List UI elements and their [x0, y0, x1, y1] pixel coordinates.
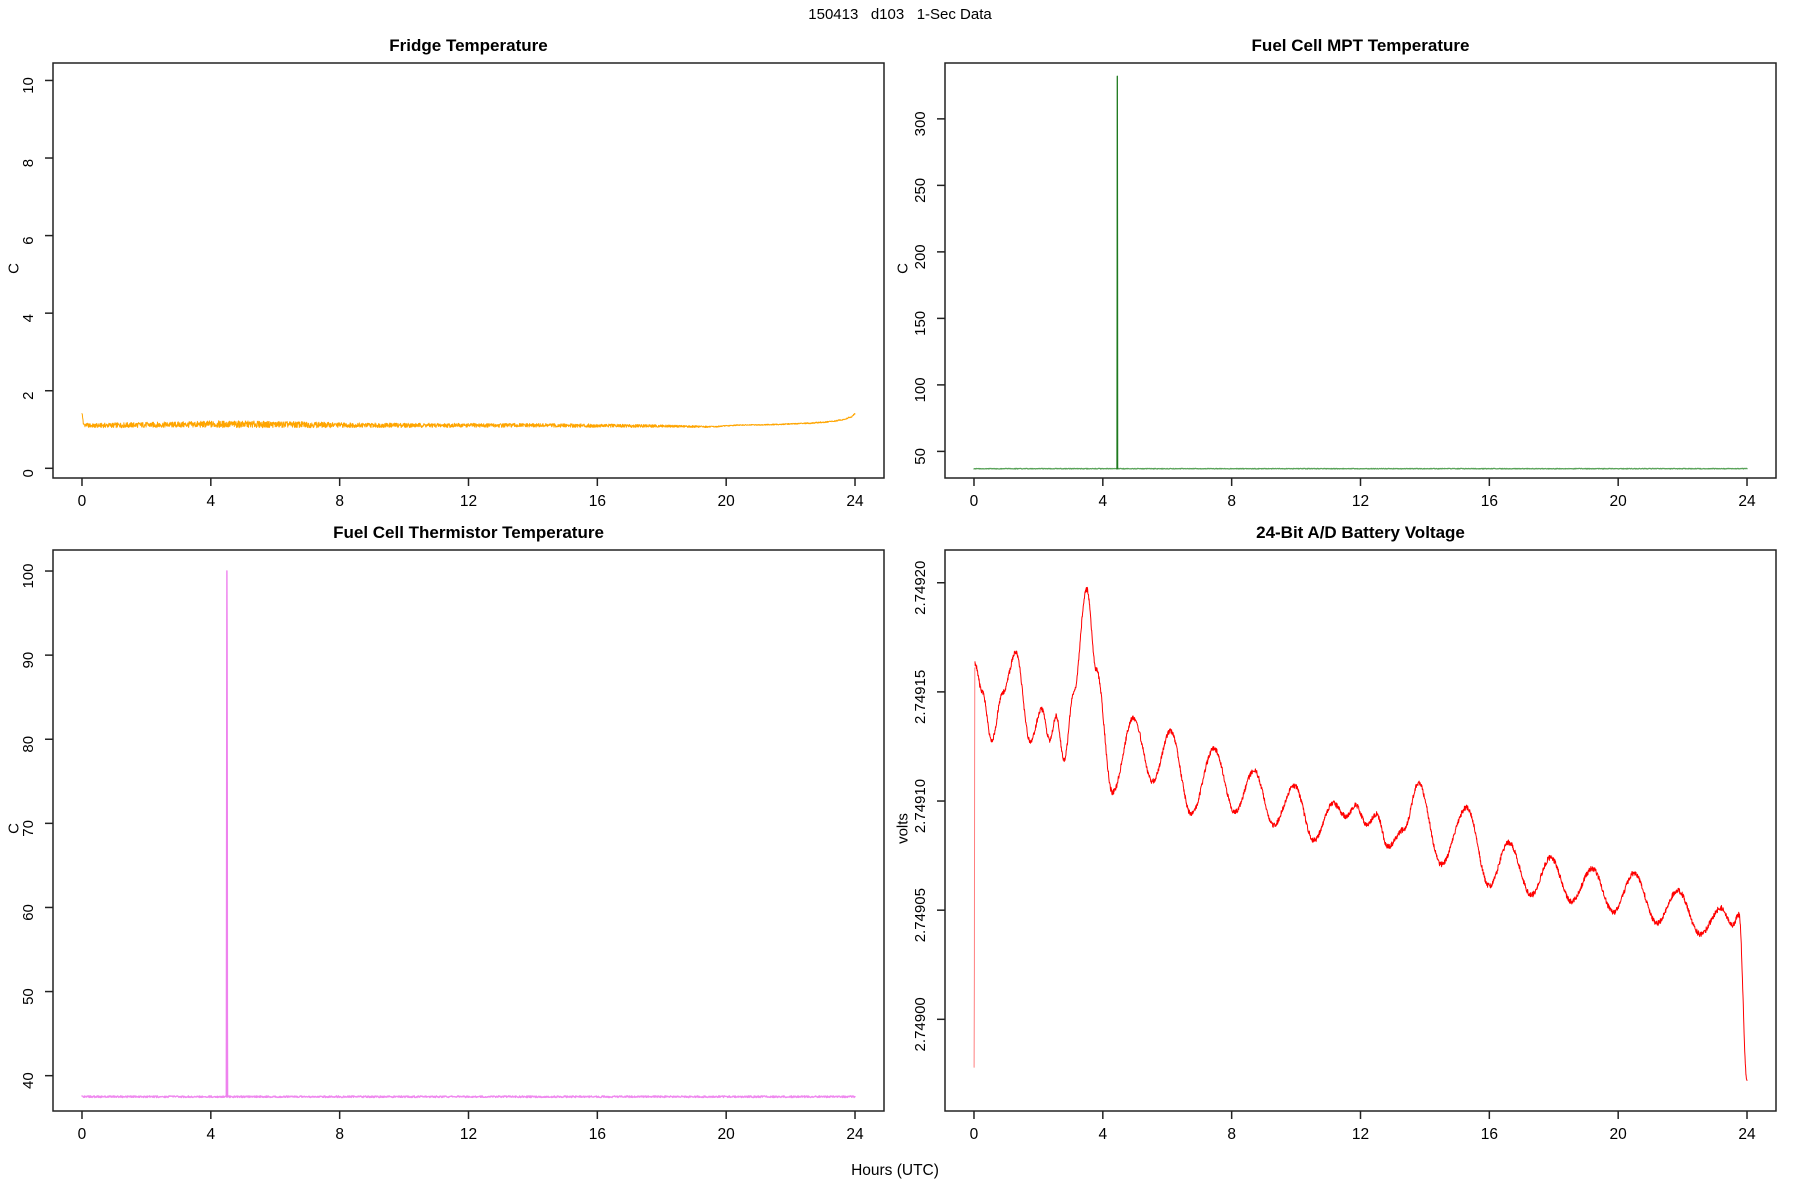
plot-box — [944, 62, 1777, 479]
y-axis-label-mpt: C — [894, 263, 912, 274]
series-line-mpt_temperature_spike_C — [1116, 75, 1119, 470]
y-tick-label: 150 — [912, 311, 929, 336]
series-line-battery_voltage_startup_transient — [973, 667, 976, 1068]
plot-box — [52, 62, 885, 479]
x-tick-label: 20 — [1610, 1126, 1628, 1143]
x-tick-label: 4 — [1099, 493, 1108, 510]
y-tick-label: 6 — [20, 236, 37, 244]
y-tick-label: 100 — [20, 564, 37, 589]
y-tick-label: 2.74905 — [912, 888, 929, 942]
y-axis-label-thermistor: C — [5, 823, 23, 834]
x-tick-label: 24 — [1738, 1126, 1756, 1143]
y-tick-label: 2.74920 — [912, 561, 929, 615]
x-tick-label: 12 — [1352, 493, 1369, 510]
y-tick-label: 90 — [20, 652, 37, 669]
x-tick-label: 4 — [207, 493, 216, 510]
x-tick-label: 20 — [718, 493, 736, 510]
series-line-battery_voltage_volts — [974, 586, 1748, 1081]
x-tick-label: 8 — [1227, 1126, 1236, 1143]
y-axis-label-fridge: C — [5, 263, 23, 274]
x-tick-label: 4 — [1099, 1126, 1108, 1143]
x-tick-label: 24 — [846, 493, 864, 510]
y-tick-label: 2 — [20, 392, 37, 400]
x-tick-label: 16 — [1481, 493, 1498, 510]
y-tick-label: 0 — [20, 469, 37, 477]
y-tick-label: 50 — [912, 448, 929, 465]
x-tick-label: 24 — [846, 1126, 864, 1143]
x-tick-label: 24 — [1738, 493, 1756, 510]
x-tick-label: 12 — [460, 493, 477, 510]
y-tick-label: 8 — [20, 159, 37, 167]
y-axis-label-battery: volts — [894, 813, 912, 844]
x-tick-label: 0 — [970, 493, 979, 510]
figure-title: 150413 d103 1-Sec Data — [808, 6, 992, 23]
x-tick-label: 12 — [460, 1126, 477, 1143]
plot-box — [52, 549, 885, 1112]
x-tick-label: 0 — [78, 493, 87, 510]
y-tick-label: 2.74915 — [912, 670, 929, 724]
y-tick-label: 80 — [20, 736, 37, 753]
series-line-mpt_temperature_baseline_C — [973, 467, 1748, 470]
series-line-fridge_temperature_C — [81, 413, 856, 429]
x-tick-label: 8 — [1227, 493, 1236, 510]
x-tick-label: 0 — [970, 1126, 979, 1143]
x-axis-label: Hours (UTC) — [851, 1162, 939, 1179]
series-line-thermistor_temperature_baseline_C — [81, 1095, 856, 1099]
y-tick-label: 100 — [912, 377, 929, 402]
chart-title-fridge-temperature: Fridge Temperature — [389, 36, 548, 55]
x-tick-label: 16 — [1481, 1126, 1498, 1143]
chart-title-battery-voltage: 24-Bit A/D Battery Voltage — [1256, 523, 1465, 542]
y-tick-label: 2.74910 — [912, 779, 929, 833]
series-line-thermistor_temperature_spike_C — [225, 570, 229, 1098]
y-tick-label: 4 — [20, 314, 37, 322]
y-tick-label: 60 — [20, 904, 37, 921]
y-tick-label: 250 — [912, 178, 929, 203]
y-tick-label: 300 — [912, 111, 929, 136]
y-tick-label: 40 — [20, 1072, 37, 1089]
y-tick-label: 70 — [20, 820, 37, 837]
x-tick-label: 20 — [718, 1126, 736, 1143]
x-tick-label: 8 — [335, 493, 344, 510]
x-tick-label: 0 — [78, 1126, 87, 1143]
x-tick-label: 16 — [589, 493, 606, 510]
x-tick-label: 12 — [1352, 1126, 1369, 1143]
y-tick-label: 200 — [912, 244, 929, 269]
x-tick-label: 16 — [589, 1126, 606, 1143]
chart-title-fuel-cell-mpt-temperature: Fuel Cell MPT Temperature — [1251, 36, 1470, 55]
y-tick-label: 10 — [20, 77, 37, 94]
x-tick-label: 8 — [335, 1126, 344, 1143]
plot-box — [944, 549, 1777, 1112]
chart-title-fuel-cell-thermistor-temperature: Fuel Cell Thermistor Temperature — [333, 523, 604, 542]
x-tick-label: 4 — [207, 1126, 216, 1143]
y-tick-label: 50 — [20, 988, 37, 1005]
y-tick-label: 2.74900 — [912, 997, 929, 1051]
x-tick-label: 20 — [1610, 493, 1628, 510]
